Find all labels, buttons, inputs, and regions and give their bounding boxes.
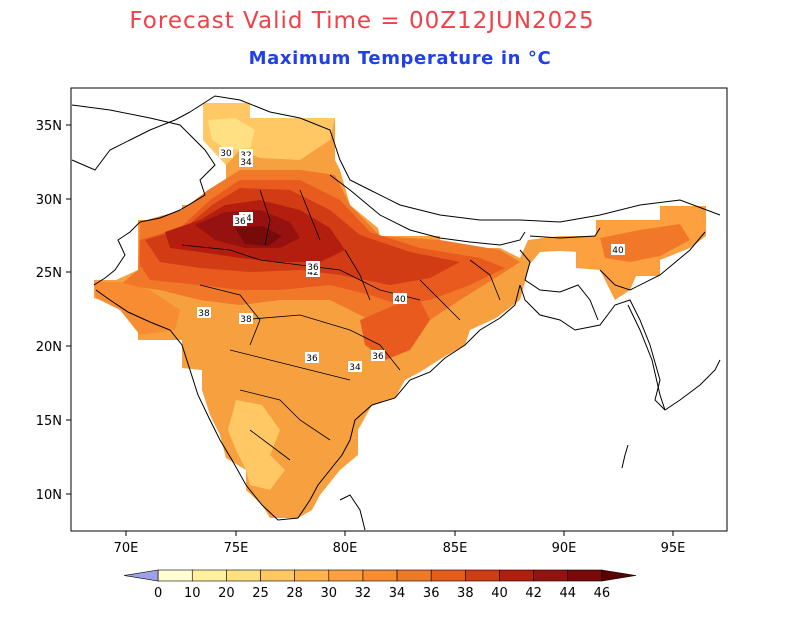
colorbar-swatch (430, 569, 466, 582)
temp-field-west (94, 282, 180, 335)
contour-label: 36 (371, 350, 385, 362)
border-nepal (329, 174, 526, 246)
contour-label: 38 (239, 313, 253, 325)
lat-tick-20n: 20N (36, 340, 62, 355)
lon-tick-90e: 90E (552, 541, 577, 556)
lat-tick-15n: 15N (36, 414, 62, 429)
lat-tick-35n: 35N (36, 119, 62, 134)
svg-text:38: 38 (240, 315, 252, 325)
contour-label: 40 (393, 293, 407, 305)
lon-tick-80e: 80E (333, 541, 358, 556)
temp-field-east-38 (360, 300, 430, 360)
srilanka-coast (339, 494, 366, 531)
contour-label: 34 (239, 156, 253, 168)
contour-label: 38 (197, 307, 211, 319)
contour-label: 30 (219, 147, 233, 159)
svg-text:36: 36 (306, 354, 318, 364)
colorbar-swatch (226, 569, 261, 582)
coastline-bangladesh (519, 284, 721, 411)
colorbar-swatch (601, 569, 637, 582)
colorbar-label: 25 (252, 586, 269, 601)
lon-tick-85e: 85E (443, 541, 468, 556)
contour-labels: 3032344442403836364038343636 (197, 147, 625, 373)
svg-text:40: 40 (612, 246, 624, 256)
colorbar: 0 10 20 25 28 30 32 34 36 38 40 42 44 46 (123, 569, 637, 601)
colorbar-label: 38 (457, 586, 474, 601)
colorbar-label: 34 (389, 586, 406, 601)
lat-tick-10n: 10N (36, 488, 62, 503)
colorbar-swatch (191, 569, 227, 582)
colorbar-swatch (260, 569, 295, 582)
colorbar-label: 28 (286, 586, 303, 601)
lon-tick-95e: 95E (661, 541, 686, 556)
lat-tick-30n: 30N (36, 193, 62, 208)
coastline-west (95, 284, 521, 521)
lat-tick-25n: 25N (36, 266, 62, 281)
border-china (189, 95, 721, 223)
border-bangladesh (519, 249, 599, 321)
border-bhutan (529, 227, 601, 239)
svg-text:42: 42 (307, 268, 318, 278)
contour-label: 40 (611, 244, 625, 256)
forecast-title: Forecast Valid Time = 00Z12JUN2025 (129, 8, 595, 34)
temperature-field (94, 103, 706, 518)
lat-axis: 35N 30N 25N 20N 15N 10N (36, 119, 71, 503)
colorbar-swatch (328, 569, 364, 582)
colorbar-label: 36 (423, 586, 440, 601)
contour-label: 36 (233, 215, 247, 227)
temp-field-46 (235, 226, 282, 246)
border-afghanistan (71, 111, 191, 171)
border-pakistan (71, 104, 216, 286)
colorbar-swatch (499, 569, 534, 582)
lon-tick-70e: 70E (114, 541, 139, 556)
contour-label: 36 (306, 261, 320, 273)
colorbar-label: 46 (594, 586, 611, 601)
colorbar-label: 20 (218, 586, 235, 601)
svg-text:40: 40 (394, 295, 406, 305)
svg-text:30: 30 (220, 149, 232, 159)
svg-text:36: 36 (307, 263, 319, 273)
border-myanmar (599, 231, 706, 291)
colorbar-label: 42 (525, 586, 542, 601)
colorbar-label: 40 (491, 586, 508, 601)
colorbar-label: 44 (559, 586, 576, 601)
contour-label: 36 (305, 352, 319, 364)
colorbar-swatch (123, 569, 159, 582)
colorbar-label: 30 (321, 586, 338, 601)
colorbar-label: 0 (154, 586, 162, 601)
svg-text:36: 36 (372, 352, 384, 362)
colorbar-label: 32 (355, 586, 372, 601)
colorbar-swatch (567, 569, 603, 582)
temp-field-cool-south (228, 400, 285, 490)
colorbar-swatch (465, 569, 500, 582)
colorbar-swatch (362, 569, 398, 582)
contour-label: 34 (348, 361, 362, 373)
andaman-islands (621, 444, 629, 469)
colorbar-swatch (533, 569, 569, 582)
lon-axis: 70E 75E 80E 85E 90E 95E (114, 531, 686, 556)
svg-text:38: 38 (198, 309, 210, 319)
svg-text:34: 34 (240, 158, 252, 168)
lon-tick-75e: 75E (224, 541, 249, 556)
svg-text:36: 36 (234, 217, 246, 227)
map-subtitle: Maximum Temperature in °C (248, 48, 552, 69)
state-lines (181, 189, 501, 461)
coastline-myanmar (627, 304, 666, 411)
colorbar-label: 10 (184, 586, 201, 601)
colorbar-swatch (294, 569, 330, 582)
temp-field-coolest (208, 118, 255, 150)
colorbar-swatch (157, 569, 193, 582)
svg-text:34: 34 (349, 363, 361, 373)
colorbar-swatch (396, 569, 432, 582)
boundaries (71, 95, 721, 531)
